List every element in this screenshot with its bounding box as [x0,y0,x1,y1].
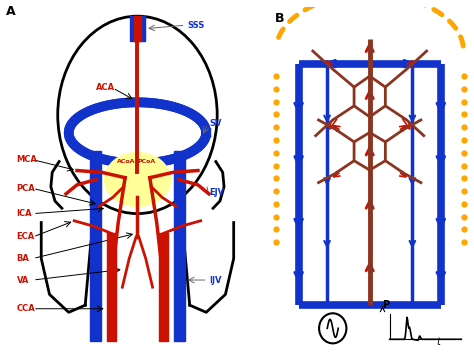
Text: A: A [6,5,15,18]
Ellipse shape [104,153,171,206]
Text: ACA: ACA [96,83,115,93]
Text: ECA: ECA [17,232,35,242]
Text: PCoA: PCoA [137,159,156,164]
Text: EJV: EJV [209,187,224,197]
Text: MCA: MCA [17,155,37,164]
Text: IJV: IJV [209,275,221,285]
Text: PCA: PCA [17,184,35,193]
Text: SV: SV [209,119,221,129]
Text: VA: VA [17,275,29,285]
Text: BA: BA [17,254,29,263]
Text: ICA: ICA [17,209,32,218]
Text: ACoA: ACoA [117,159,136,164]
Text: SSS: SSS [187,20,204,30]
Text: t: t [437,337,440,347]
Text: B: B [274,12,284,25]
Text: P: P [383,299,390,309]
Text: CCA: CCA [17,304,35,313]
